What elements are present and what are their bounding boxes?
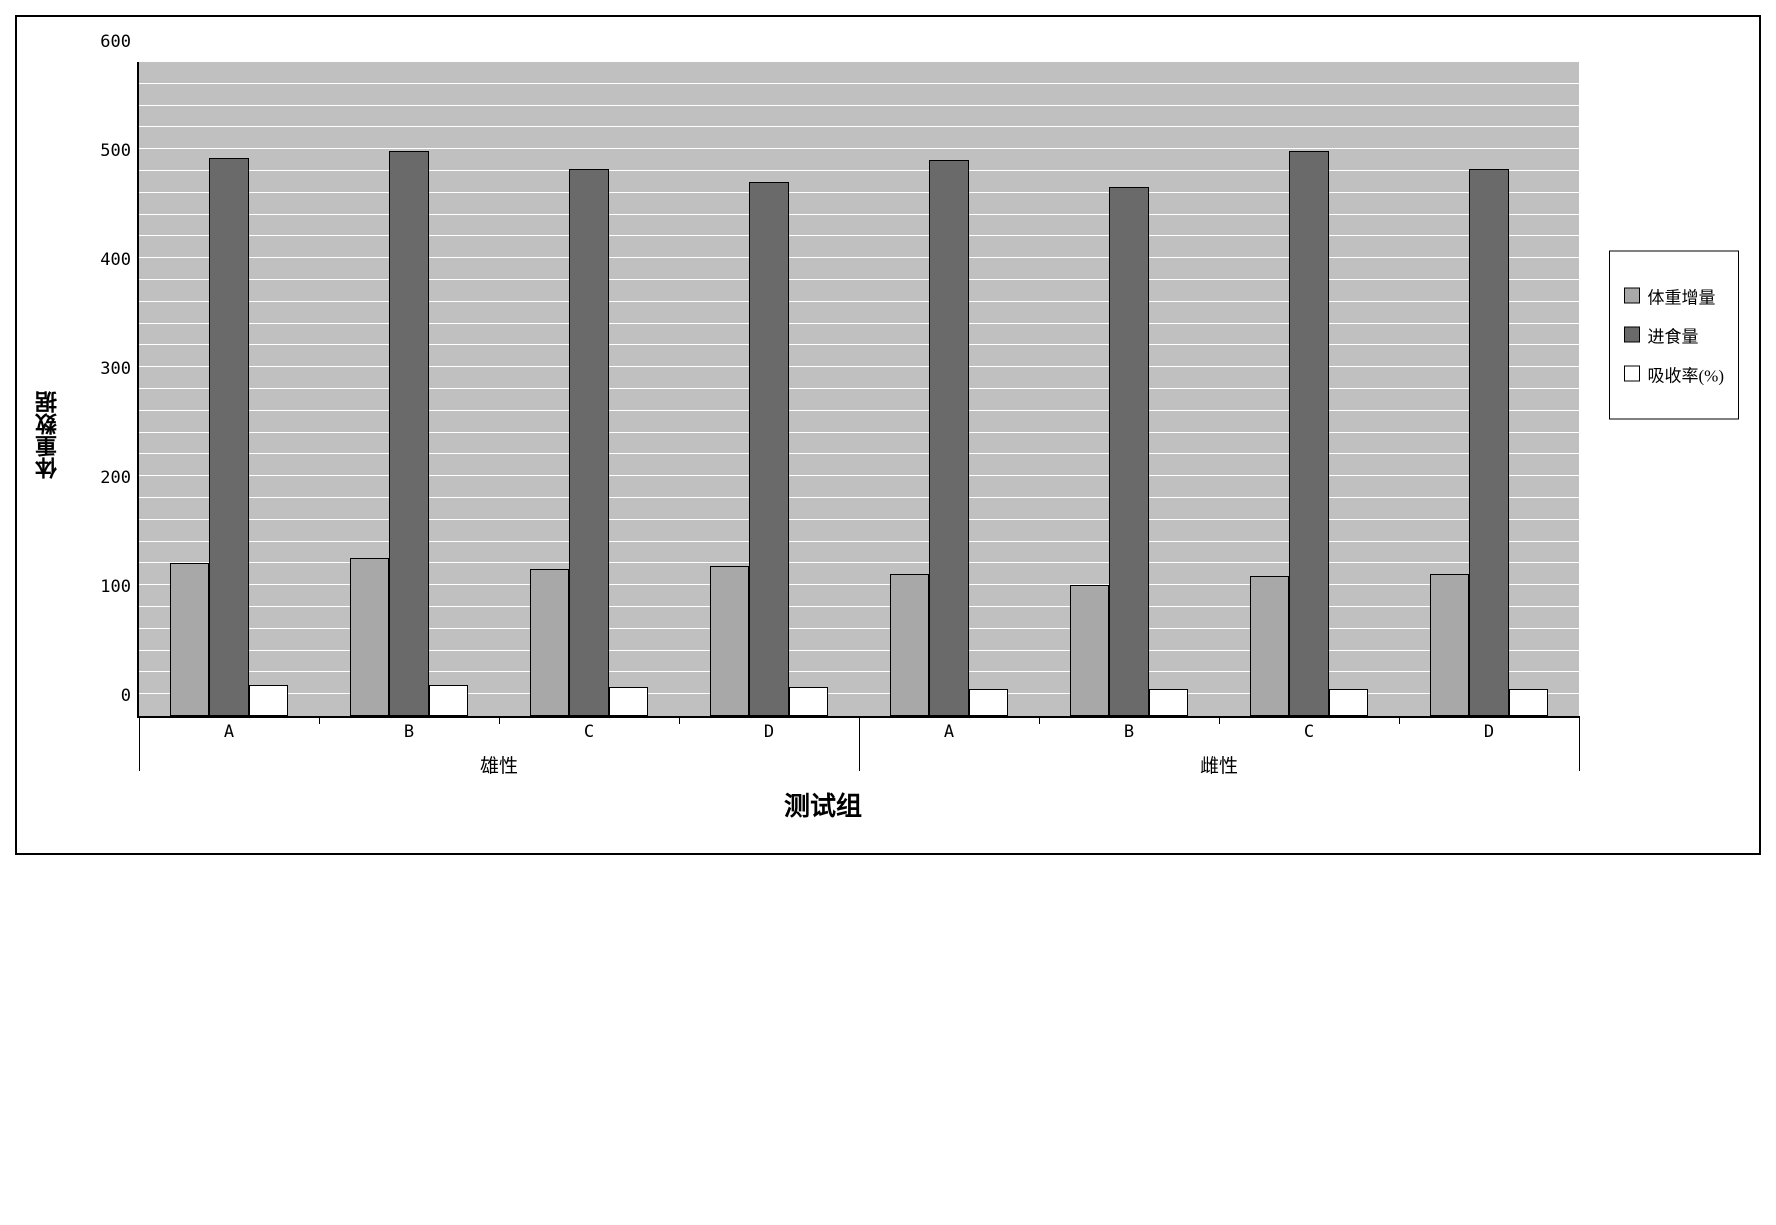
x-tick-label: A	[944, 722, 954, 742]
bar	[209, 158, 249, 716]
legend-item: 吸收率(%)	[1624, 361, 1724, 386]
x-tick-mark	[1399, 716, 1400, 724]
bar	[1509, 689, 1549, 716]
bar	[429, 685, 469, 716]
bar	[1430, 574, 1470, 716]
y-tick-label: 500	[100, 141, 131, 161]
legend-swatch-icon	[1624, 327, 1640, 343]
bar	[350, 558, 390, 716]
legend-item: 进食量	[1624, 322, 1724, 347]
y-tick-label: 200	[100, 468, 131, 488]
x-axis-label: 测试组	[784, 786, 862, 823]
legend-swatch-icon	[1624, 288, 1640, 304]
x-tick-mark	[319, 716, 320, 724]
x-tick-label: C	[1304, 722, 1314, 742]
chart-frame: 体重数据 测试组 0100200300400500600 ABCDABCD雄性雌…	[15, 15, 1761, 855]
y-tick-label: 600	[100, 32, 131, 52]
chart-container: 体重数据 测试组 0100200300400500600 ABCDABCD雄性雌…	[67, 52, 1579, 818]
bar	[789, 687, 829, 716]
x-tick-label: C	[584, 722, 594, 742]
bar	[1070, 585, 1110, 716]
x-tick-label: D	[1484, 722, 1494, 742]
x-group-label: 雌性	[1200, 751, 1238, 778]
y-axis-label: 体重数据	[32, 391, 64, 479]
x-group-separator	[859, 716, 860, 771]
legend-label: 吸收率(%)	[1648, 361, 1724, 386]
x-tick-label: A	[224, 722, 234, 742]
y-tick-label: 100	[100, 577, 131, 597]
x-tick-mark	[499, 716, 500, 724]
x-tick-label: B	[404, 722, 414, 742]
legend-label: 进食量	[1648, 322, 1699, 347]
bar	[1469, 169, 1509, 716]
bar	[1329, 689, 1369, 716]
x-tick-mark	[679, 716, 680, 724]
bar	[1289, 151, 1329, 716]
bars-layer	[139, 62, 1579, 716]
bar	[569, 169, 609, 716]
bar	[890, 574, 930, 716]
x-group-separator	[139, 716, 140, 771]
legend-item: 体重增量	[1624, 283, 1724, 308]
bar	[609, 687, 649, 716]
x-tick-label: D	[764, 722, 774, 742]
bar	[1109, 187, 1149, 716]
bar	[749, 182, 789, 716]
x-tick-label: B	[1124, 722, 1134, 742]
bar	[929, 160, 969, 716]
y-tick-label: 400	[100, 250, 131, 270]
y-tick-label: 0	[121, 686, 131, 706]
plot-wrapper: 0100200300400500600 ABCDABCD雄性雌性	[137, 62, 1579, 718]
bar	[1250, 576, 1290, 716]
bar	[249, 685, 289, 716]
bar	[710, 566, 750, 716]
x-tick-mark	[1219, 716, 1220, 724]
legend-label: 体重增量	[1648, 283, 1716, 308]
x-group-label: 雄性	[480, 751, 518, 778]
bar	[1149, 689, 1189, 716]
x-tick-mark	[1039, 716, 1040, 724]
x-group-separator	[1579, 716, 1580, 771]
legend-swatch-icon	[1624, 366, 1640, 382]
bar	[170, 563, 210, 716]
bar	[389, 151, 429, 716]
y-tick-label: 300	[100, 359, 131, 379]
legend: 体重增量 进食量 吸收率(%)	[1609, 250, 1739, 419]
plot-area: 0100200300400500600 ABCDABCD雄性雌性	[137, 62, 1579, 718]
bar	[530, 569, 570, 716]
bar	[969, 689, 1009, 716]
